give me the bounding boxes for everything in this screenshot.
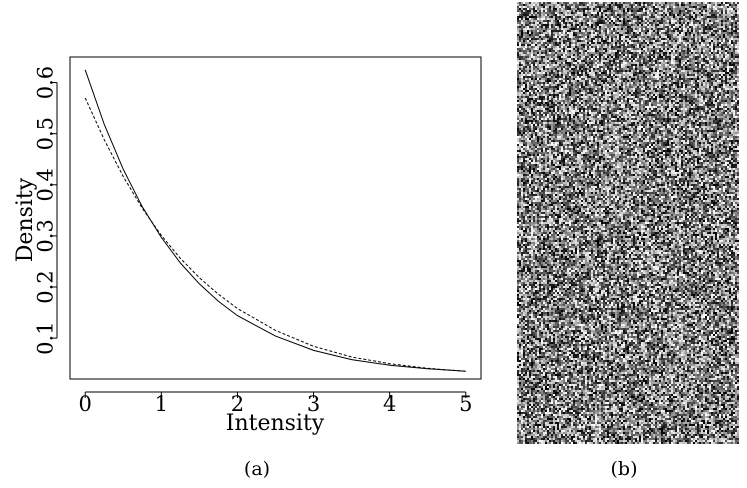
noise-image xyxy=(517,2,739,444)
x-tick-label: 4 xyxy=(383,392,396,416)
panel-b-caption: (b) xyxy=(610,458,638,480)
panel-a-caption: (a) xyxy=(243,458,271,480)
y-tick-label: 0.4 xyxy=(33,168,57,201)
x-tick-label: 2 xyxy=(231,392,244,416)
y-tick-label: 0.2 xyxy=(33,270,57,303)
x-tick-label: 3 xyxy=(307,392,320,416)
y-tick-label: 0.3 xyxy=(33,219,57,252)
series-group xyxy=(84,69,466,372)
x-axis-title: Intensity xyxy=(226,411,325,436)
y-tick-label: 0.5 xyxy=(33,117,57,150)
x-tick-label: 1 xyxy=(155,392,168,416)
y-tick-label: 0.1 xyxy=(33,321,57,354)
y-axis: 0.1 0.2 0.3 0.4 0.5 0.6 xyxy=(33,66,58,355)
solid-density-line xyxy=(84,69,466,372)
density-chart: 0 1 2 3 4 5 0.1 0.2 0.3 0.4 0.5 0.6 Intensity Dens… xyxy=(13,56,482,436)
y-tick-label: 0.6 xyxy=(33,66,57,99)
x-axis: 0 1 2 3 4 5 xyxy=(79,391,472,416)
y-axis-title: Density xyxy=(13,177,38,262)
plot-frame xyxy=(69,56,482,380)
dashed-density-line xyxy=(84,97,466,372)
x-tick-label: 0 xyxy=(79,392,92,416)
x-tick-label: 5 xyxy=(459,392,472,416)
